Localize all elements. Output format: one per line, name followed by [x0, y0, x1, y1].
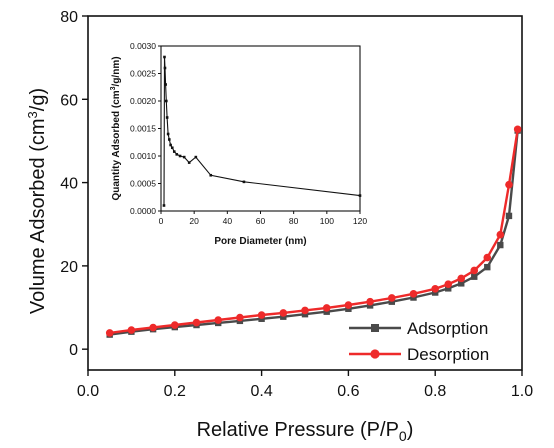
data-point-desorption	[457, 274, 466, 283]
inset-chart: 0 20 40 60 80 100 120 0.0000 0.0005 0.0010 0.0015 0…	[110, 41, 367, 247]
data-point-desorption	[257, 311, 266, 319]
data-point-desorption	[192, 318, 201, 327]
inset-y-tick-label: 0.0000	[130, 206, 156, 216]
inset-frame	[160, 45, 361, 212]
inset-data-point	[242, 180, 246, 184]
data-point-desorption	[105, 329, 114, 337]
inset-y-tick-label: 0.0020	[130, 96, 156, 106]
data-point-desorption	[409, 289, 418, 298]
inset-data-point	[358, 194, 362, 197]
inset-data-point	[165, 116, 169, 119]
inset-x-tick-label: 40	[223, 216, 233, 226]
x-tick-label: 0.0	[77, 383, 99, 400]
inset-data-point	[167, 138, 171, 141]
inset-data-point	[187, 161, 191, 164]
inset-x-tick-label: 80	[289, 216, 299, 226]
inset-data-point	[170, 146, 174, 150]
data-point-desorption	[171, 321, 179, 329]
inset-y-tick-label: 0.0010	[130, 151, 156, 161]
inset-data-point	[166, 132, 170, 136]
inset-data-point	[178, 154, 182, 158]
inset-data-point	[163, 66, 167, 70]
inset-data-point	[172, 150, 176, 153]
y-tick-label: 80	[60, 9, 78, 26]
data-point-desorption	[366, 297, 374, 306]
data-point-adsorption	[505, 212, 513, 220]
inset-x-tick-label: 120	[353, 216, 367, 226]
legend-label-desorption: Desorption	[407, 345, 489, 364]
y-tick-label: 20	[60, 259, 78, 276]
data-point-desorption	[444, 280, 453, 289]
x-tick-label: 0.8	[424, 383, 446, 400]
data-point-desorption	[149, 323, 157, 332]
inset-x-tick-label: 100	[320, 216, 334, 226]
data-point-desorption	[279, 309, 288, 317]
plot-frame	[87, 15, 523, 371]
inset-data-point	[194, 155, 198, 159]
data-point-adsorption	[497, 241, 504, 249]
data-point-adsorption	[471, 273, 478, 280]
legend-marker-desorption	[370, 349, 380, 359]
data-point-desorption	[496, 230, 505, 239]
x-tick-label: 0.2	[164, 383, 186, 400]
x-tick-label: 0.4	[250, 383, 272, 400]
data-point-desorption	[236, 313, 244, 322]
inset-data-point	[163, 55, 166, 59]
y-axis-title: Volume Adsorbed (cm3/g)	[25, 88, 49, 314]
data-point-desorption	[344, 301, 353, 309]
data-point-desorption	[513, 125, 522, 134]
y-tick-label: 60	[60, 92, 78, 109]
data-point-desorption	[470, 266, 479, 275]
inset-x-axis-title: Pore Diameter (nm)	[214, 236, 306, 247]
inset-y-axis-title: Quantity Adsorbed (cm3/g/nm)	[110, 56, 122, 200]
inset-data-point	[175, 153, 179, 156]
data-point-desorption	[322, 304, 331, 312]
legend-label-adsorption: Adsorption	[407, 319, 488, 338]
data-point-desorption	[127, 326, 136, 334]
data-point-desorption	[301, 306, 309, 315]
inset-data-point	[169, 143, 172, 147]
inset-data-point	[209, 173, 213, 177]
inset-y-tick-label: 0.0015	[130, 124, 156, 134]
inset-data-point	[182, 155, 186, 159]
data-point-desorption	[388, 294, 396, 302]
inset-x-tick-label: 60	[256, 216, 266, 226]
inset-data-point	[162, 204, 166, 207]
x-tick-label: 0.6	[337, 383, 359, 400]
data-point-desorption	[505, 180, 513, 189]
legend: Adsorption Desorption	[349, 319, 489, 364]
data-point-desorption	[483, 253, 492, 262]
inset-data-point	[164, 83, 167, 86]
legend-marker-adsorption	[371, 324, 379, 332]
inset-x-tick-label: 20	[189, 216, 199, 226]
inset-x-tick-label: 0	[159, 216, 164, 226]
inset-y-tick-label: 0.0025	[130, 69, 156, 79]
data-point-adsorption	[458, 280, 465, 287]
data-point-desorption	[431, 284, 440, 293]
inset-data-point	[165, 99, 168, 103]
x-tick-label: 1.0	[511, 383, 533, 400]
data-point-adsorption	[445, 285, 452, 292]
x-axis-title: Relative Pressure (P/P0)	[197, 419, 414, 444]
y-tick-label: 40	[60, 176, 78, 193]
data-point-adsorption	[484, 263, 491, 271]
data-point-desorption	[214, 316, 222, 324]
inset-y-tick-label: 0.0030	[130, 41, 156, 51]
inset-y-tick-label: 0.0005	[130, 179, 156, 189]
y-tick-label: 0	[69, 342, 78, 359]
